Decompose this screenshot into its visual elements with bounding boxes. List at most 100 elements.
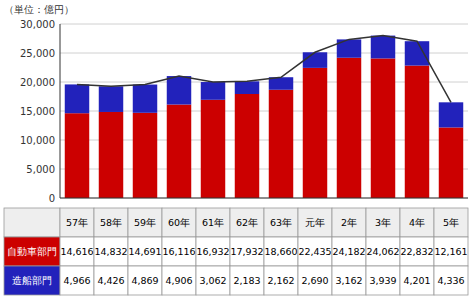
category-label-cell: [298, 208, 332, 237]
grid-line: [60, 198, 468, 199]
category-label-cell: [162, 208, 196, 237]
table-value-cell: [366, 237, 400, 266]
bar: [405, 41, 429, 65]
category-label: 元年: [305, 217, 325, 228]
row-label: 造船部門: [12, 275, 52, 286]
table-value-cell: [366, 266, 400, 295]
table-value-cell: [94, 266, 128, 295]
bar: [235, 81, 259, 94]
table-value: 4,336: [437, 275, 464, 286]
table-value: 3,939: [369, 275, 396, 286]
table-value-cell: [60, 266, 94, 295]
row-label-cell: [4, 237, 60, 266]
bar: [269, 77, 293, 90]
table-value: 14,832: [94, 246, 127, 257]
category-label: 57年: [66, 217, 88, 228]
row-label-cell: [4, 266, 60, 295]
category-label: 3年: [375, 217, 391, 228]
bar: [133, 113, 157, 198]
category-label: 2年: [341, 217, 357, 228]
bar: [337, 58, 361, 198]
table-value-cell: [434, 237, 468, 266]
category-label-cell: [128, 208, 162, 237]
bar: [405, 66, 429, 198]
table-value: 14,616: [60, 246, 93, 257]
bar: [167, 76, 191, 104]
bar: [201, 82, 225, 100]
y-tick-label: 10,000: [20, 135, 55, 146]
table-value: 22,435: [298, 246, 331, 257]
table-value: 24,182: [332, 246, 365, 257]
bar: [65, 84, 89, 113]
bar: [371, 58, 395, 198]
table-value-cell: [298, 237, 332, 266]
table-value: 4,966: [63, 275, 90, 286]
table-value: 18,660: [264, 246, 297, 257]
row-label: 自動車部門: [7, 246, 57, 257]
category-label: 59年: [134, 217, 156, 228]
table: 57年 58年 59年 60年 61年 62年 63年 元年 2年 3年 4年 5年自動車部門14,6…: [4, 208, 468, 295]
table-value-cell: [128, 237, 162, 266]
category-label: 5年: [443, 217, 459, 228]
table-value-cell: [434, 266, 468, 295]
table-value: 22,832: [400, 246, 433, 257]
category-label-cell: [400, 208, 434, 237]
table-corner-cell: [4, 208, 60, 237]
y-tick-label: 0: [49, 193, 55, 204]
bar: [99, 112, 123, 198]
bar: [65, 113, 89, 198]
bar: [133, 85, 157, 113]
table-value-cell: [400, 266, 434, 295]
category-label: 61年: [202, 217, 224, 228]
table-value-cell: [230, 237, 264, 266]
category-label-cell: [196, 208, 230, 237]
y-tick-label: 20,000: [20, 77, 55, 88]
x-axis: [60, 198, 468, 199]
table-value-cell: [60, 237, 94, 266]
category-label-cell: [230, 208, 264, 237]
table-value-cell: [128, 266, 162, 295]
table-value-cell: [264, 266, 298, 295]
category-label: 63年: [270, 217, 292, 228]
table-value: 2,183: [233, 275, 260, 286]
table-value-cell: [196, 266, 230, 295]
table-value-cell: [332, 237, 366, 266]
bar: [235, 94, 259, 198]
table-value-cell: [400, 237, 434, 266]
table-value-cell: [162, 266, 196, 295]
chart: 05,00010,00015,00020,00025,00030,000（単位：…: [0, 0, 476, 307]
table-value: 3,062: [199, 275, 226, 286]
table-value: 4,201: [403, 275, 430, 286]
category-label: 62年: [236, 217, 258, 228]
y-tick-label: 30,000: [20, 19, 55, 30]
table-value-cell: [332, 266, 366, 295]
table-value: 16,932: [196, 246, 229, 257]
category-label-cell: [264, 208, 298, 237]
table-value: 4,426: [97, 275, 124, 286]
table-value: 16,116: [162, 246, 195, 257]
category-label: 60年: [168, 217, 190, 228]
category-label: 4年: [409, 217, 425, 228]
bar: [303, 52, 327, 68]
category-label: 58年: [100, 217, 122, 228]
bar: [371, 36, 395, 59]
y-tick-label: 25,000: [20, 48, 55, 59]
grid-line: [60, 24, 468, 25]
y-tick-label: 5,000: [26, 164, 55, 175]
table-value: 4,869: [131, 275, 158, 286]
y-axis: [60, 24, 61, 198]
y-axis-label: （単位：億円）: [4, 4, 74, 15]
table-value-cell: [196, 237, 230, 266]
bar: [439, 102, 463, 127]
bar: [201, 100, 225, 198]
table-value: 4,906: [165, 275, 192, 286]
table-value: 12,161: [434, 246, 467, 257]
table-value: 2,690: [301, 275, 328, 286]
category-label-cell: [94, 208, 128, 237]
bar: [439, 127, 463, 198]
table-value: 24,062: [366, 246, 399, 257]
table-value-cell: [264, 237, 298, 266]
table-value: 2,162: [267, 275, 294, 286]
table-value-cell: [298, 266, 332, 295]
table-value-cell: [94, 237, 128, 266]
